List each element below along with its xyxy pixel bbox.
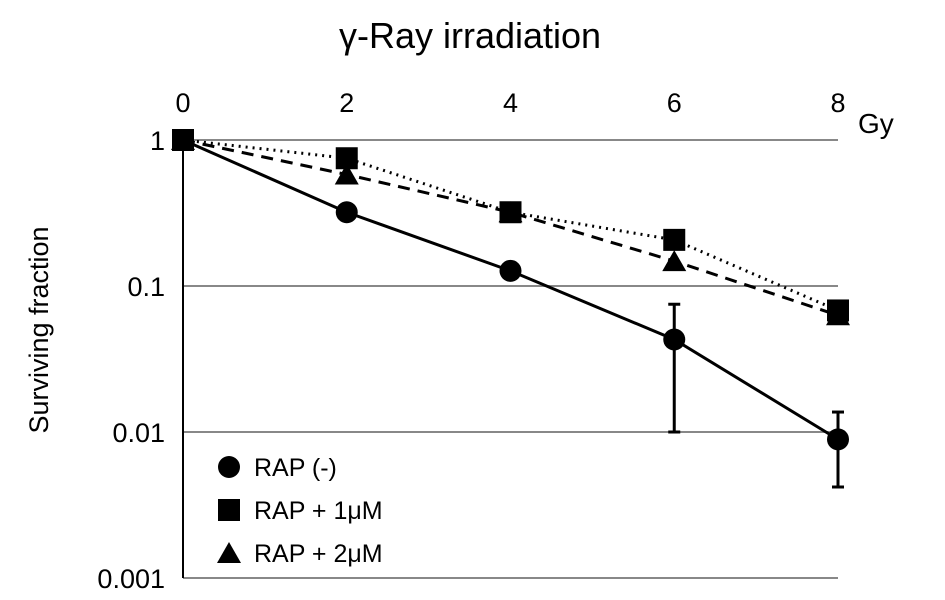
y-tick-label: 1: [150, 126, 165, 156]
data-point: [499, 259, 522, 282]
data-point: [335, 201, 358, 224]
legend-marker: [218, 456, 240, 478]
x-tick-label: 4: [503, 88, 518, 118]
x-tick-label: 2: [339, 88, 354, 118]
legend-marker: [217, 542, 241, 563]
x-axis-label: Gy: [858, 108, 894, 139]
x-tick-label: 6: [667, 88, 682, 118]
data-point: [172, 129, 194, 151]
y-tick-label: 0.001: [97, 564, 165, 594]
data-point: [334, 163, 359, 185]
data-point: [663, 328, 686, 351]
legend-label: RAP + 1μM: [254, 497, 383, 525]
data-point: [827, 428, 849, 451]
chart-title: γ-Ray irradiation: [339, 15, 601, 56]
data-point: [662, 250, 687, 272]
legend-marker: [218, 499, 240, 521]
series-line: [182, 138, 839, 312]
x-tick-label: 0: [175, 88, 190, 118]
series-line: [182, 138, 839, 441]
y-axis-label: Surviving fraction: [24, 226, 54, 433]
y-tick-label: 0.01: [112, 418, 165, 448]
y-tick-label: 0.1: [127, 272, 165, 302]
data-point: [663, 228, 686, 251]
x-tick-label: 8: [830, 88, 845, 118]
legend-label: RAP + 2μM: [254, 540, 383, 568]
legend-label: RAP (-): [254, 454, 337, 482]
data-point: [499, 201, 522, 224]
data-point: [335, 147, 358, 170]
data-point: [827, 299, 849, 322]
series-line: [182, 138, 839, 317]
